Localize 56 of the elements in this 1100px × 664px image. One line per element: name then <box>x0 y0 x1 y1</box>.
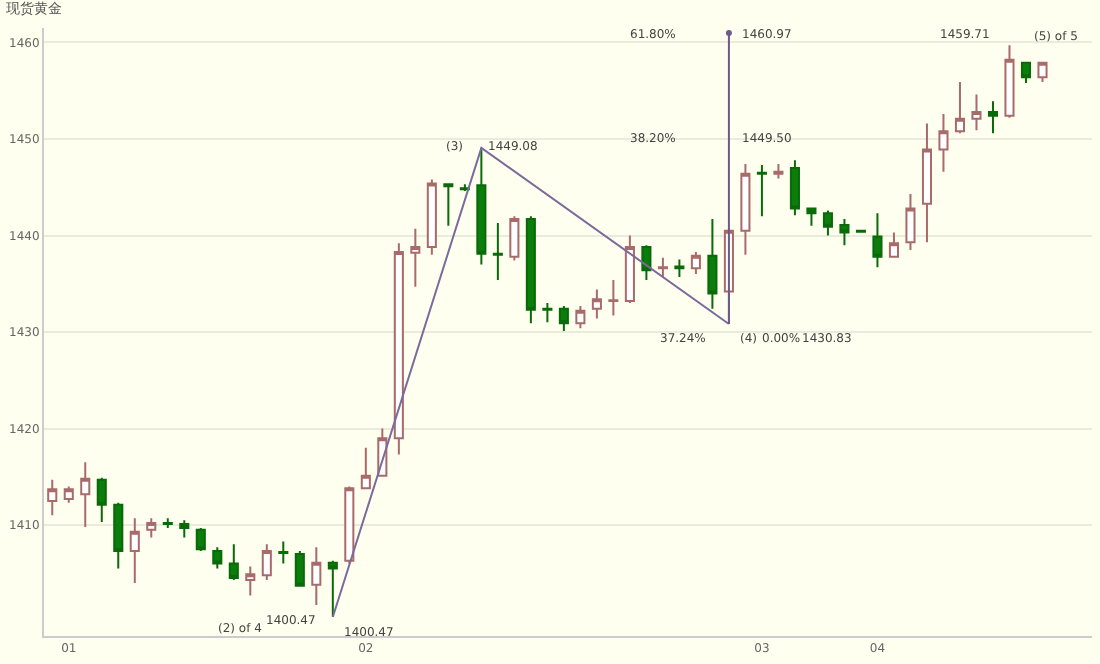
candlestick <box>987 100 999 135</box>
candlestick <box>47 478 58 517</box>
candlestick <box>360 446 371 491</box>
candlestick <box>212 546 223 570</box>
candlestick <box>443 182 454 227</box>
candlestick <box>740 163 751 256</box>
candlestick <box>96 476 107 524</box>
candlestick <box>113 501 124 570</box>
candlestick <box>509 215 520 262</box>
candlestick <box>410 227 421 288</box>
candlestick <box>839 218 850 247</box>
candlestick <box>872 212 883 269</box>
candlestick <box>311 546 322 607</box>
candlestick <box>228 543 239 582</box>
candlestick <box>162 517 173 529</box>
candlestick <box>674 258 685 278</box>
candlestick <box>492 221 503 281</box>
candlestick <box>278 540 289 565</box>
candlestick <box>690 250 701 276</box>
candlestick <box>888 231 899 259</box>
candlestick <box>789 159 800 217</box>
candlestick <box>822 209 833 237</box>
candlestick <box>575 304 586 330</box>
candlestick <box>971 93 982 132</box>
candlestick <box>179 519 190 539</box>
candlestick <box>294 550 305 587</box>
candlestick <box>921 122 932 244</box>
candlestick <box>542 302 553 324</box>
candlestick <box>245 565 256 597</box>
candlestick <box>707 218 718 310</box>
candlestick <box>591 288 602 320</box>
candlestick <box>327 559 338 618</box>
candlestick <box>63 485 74 504</box>
candlestick <box>1037 60 1048 84</box>
candlestick <box>146 517 157 539</box>
candlestick <box>558 304 569 333</box>
candlestick <box>195 526 206 553</box>
candlestick <box>905 193 916 251</box>
candlestick <box>525 215 536 325</box>
candlestick <box>624 234 635 305</box>
candlestick <box>426 178 437 256</box>
candlestick <box>129 517 140 584</box>
candlestick <box>756 164 767 218</box>
candlestick <box>657 256 668 278</box>
candlestick <box>806 207 817 227</box>
candlestick <box>80 461 91 528</box>
candlestick <box>1020 60 1032 84</box>
candlestick <box>393 242 404 456</box>
candlestick <box>1004 44 1015 119</box>
candlestick <box>954 81 966 135</box>
candlestick <box>344 485 355 565</box>
candlestick <box>608 278 619 317</box>
candlestick <box>773 163 784 180</box>
candlestick <box>476 146 487 266</box>
candlestick <box>938 112 949 173</box>
candlestick <box>261 543 272 582</box>
